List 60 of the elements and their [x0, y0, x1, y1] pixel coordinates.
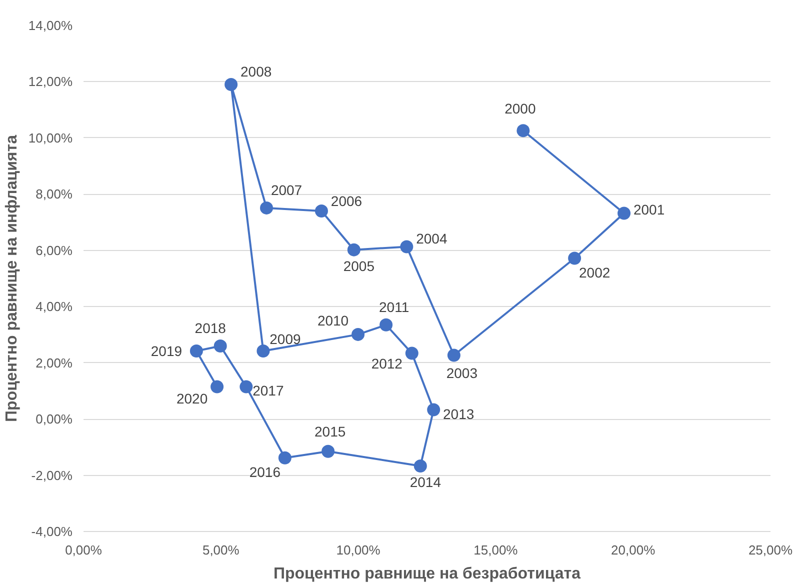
y-tick-label: -4,00% — [31, 524, 73, 539]
annotation: 2005 — [343, 258, 375, 274]
point — [190, 344, 203, 358]
x-tick-label: 10,00% — [336, 542, 381, 558]
annotation: 2015 — [314, 423, 346, 440]
x-tick-label: 15,00% — [474, 542, 518, 558]
point — [260, 201, 274, 214]
point — [618, 206, 631, 220]
x-tick-label: 0,00% — [65, 542, 102, 558]
point — [240, 380, 253, 394]
annotation: 2013 — [443, 406, 474, 422]
point — [322, 444, 335, 458]
point — [256, 344, 270, 358]
point — [414, 460, 427, 472]
point — [380, 318, 393, 332]
point — [427, 403, 440, 416]
y-tick-label: 2,00% — [36, 355, 73, 370]
y-axis-title: Процентно равнище на инфлацията — [3, 134, 20, 422]
point — [405, 346, 418, 360]
point — [516, 124, 530, 138]
y-tick-label: -2,00% — [31, 468, 73, 483]
point — [278, 451, 292, 464]
annotation: 2011 — [379, 298, 410, 315]
x-tick-label: 5,00% — [202, 542, 240, 558]
annotation: 2016 — [249, 464, 281, 480]
x-axis-title: Процентно равнище на безработицата — [273, 566, 581, 582]
annotation: 2019 — [150, 343, 182, 360]
annotation: 2003 — [446, 365, 478, 382]
point — [314, 204, 328, 218]
annotation: 2020 — [176, 390, 208, 407]
y-tick-label: 6,00% — [36, 242, 73, 258]
point — [347, 243, 360, 256]
annotation: 2000 — [504, 100, 536, 117]
annotation: 2012 — [371, 355, 403, 372]
y-tick-label: 4,00% — [36, 299, 73, 314]
point — [224, 78, 238, 92]
annotation: 2014 — [410, 474, 442, 490]
point — [210, 380, 224, 394]
x-tick-label: 20,00% — [611, 542, 656, 558]
x-tick-label: 25,00% — [748, 542, 793, 558]
y-tick-label: 0,00% — [36, 412, 73, 427]
annotation: 2018 — [194, 320, 226, 336]
point — [400, 240, 414, 254]
y-tick-label: 12,00% — [28, 74, 73, 90]
point — [352, 328, 365, 341]
annotation: 2001 — [633, 201, 665, 218]
annotation: 2010 — [317, 312, 349, 328]
y-tick-label: 8,00% — [36, 186, 73, 202]
point — [447, 348, 460, 362]
annotation: 2007 — [270, 182, 302, 198]
annotation: 2009 — [270, 331, 302, 348]
y-tick-label: 10,00% — [28, 130, 73, 146]
annotation: 2002 — [578, 264, 610, 280]
point — [214, 339, 227, 352]
annotation: 2017 — [252, 382, 284, 399]
point — [568, 252, 582, 265]
y-tick-label: 14,00% — [28, 18, 73, 33]
annotation: 2008 — [240, 64, 272, 80]
annotation: 2004 — [416, 230, 448, 247]
annotation: 2006 — [330, 193, 362, 210]
